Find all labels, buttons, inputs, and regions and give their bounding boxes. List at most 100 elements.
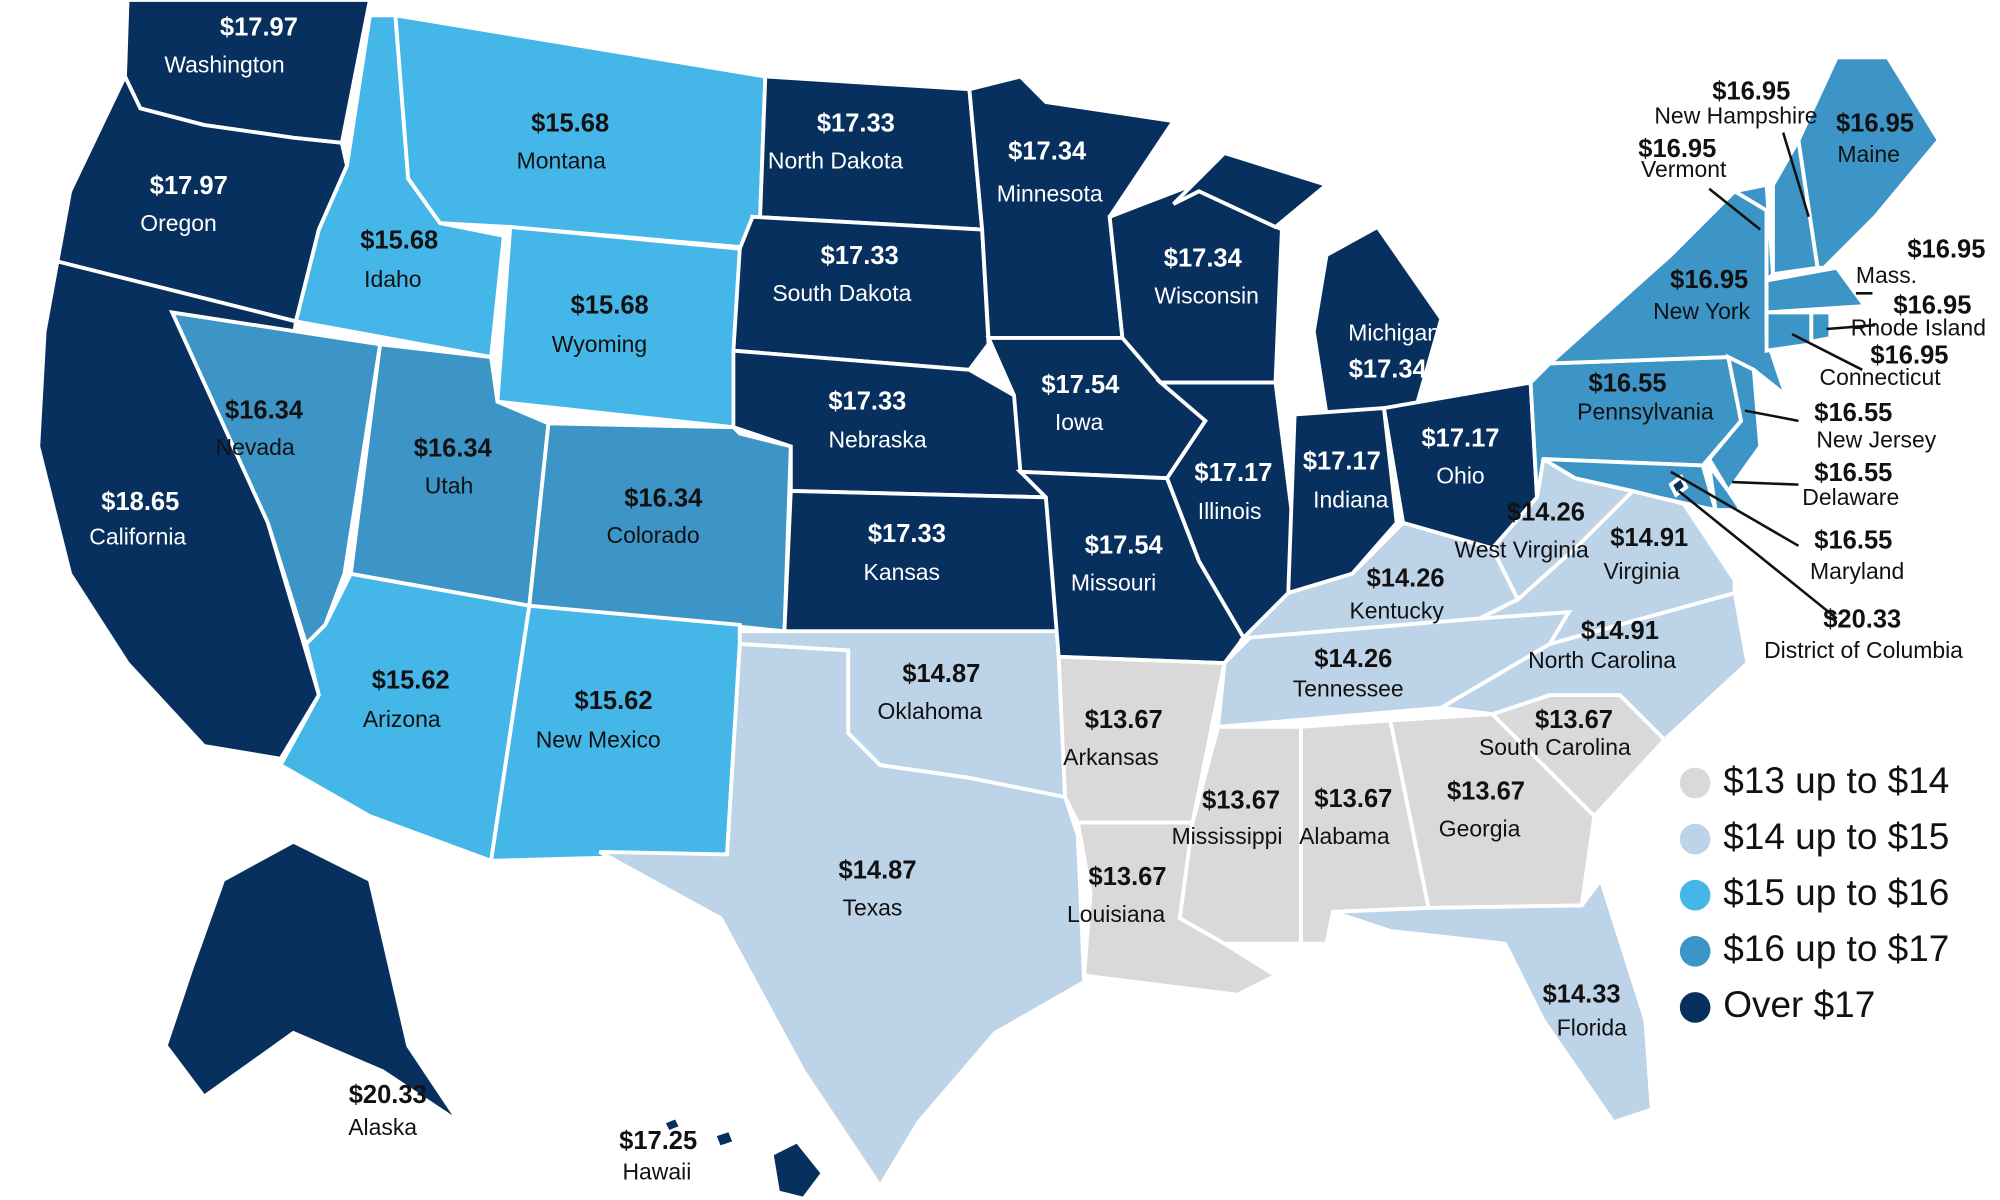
state-name: New Hampshire [1654,103,1817,129]
value-label: $17.17 [1303,447,1381,475]
value-label: $16.95 [1836,109,1914,137]
state-name: New Jersey [1816,427,1936,453]
value-label: $16.34 [225,396,304,424]
state-name: Tennessee [1293,675,1404,701]
value-label: $17.97 [150,172,228,200]
state-name: Idaho [364,266,421,292]
state-name: West Virginia [1455,536,1590,562]
legend-swatch [1679,879,1711,911]
legend: $13 up to $14 $14 up to $15 $15 up to $16 $… [1679,760,1949,1025]
value-label: $17.97 [220,14,298,42]
state-name: Rhode Island [1851,314,1986,340]
leader-line [1708,187,1762,231]
state-name: Indiana [1313,487,1389,513]
value-label: $14.91 [1581,617,1659,645]
legend-label: $14 up to $15 [1723,816,1949,857]
legend-label: $13 up to $14 [1723,760,1949,801]
state-name: Delaware [1802,484,1899,510]
value-label: $16.95 [1893,292,1971,320]
value-label: $17.33 [821,242,899,270]
value-label: $17.34 [1008,137,1087,165]
state-shape [1286,406,1399,596]
state-name: Washington [164,52,284,78]
value-label: $15.68 [571,292,649,320]
state-shape [660,1114,684,1135]
state-name: Minnesota [997,180,1103,206]
value-label: $13.67 [1202,787,1280,815]
value-label: $14.26 [1367,565,1445,593]
state-name: Georgia [1439,816,1521,842]
value-label: $14.26 [1314,645,1392,673]
state-name: South Carolina [1479,734,1631,760]
state-name: Mississippi [1172,823,1283,849]
value-label: $17.33 [828,387,906,415]
state-shape [1668,474,1689,498]
value-label: $13.67 [1085,706,1163,734]
state-name: North Dakota [768,147,903,173]
state-name: Mass. [1856,262,1917,288]
state-shape [163,839,461,1124]
value-label: $15.68 [360,227,438,255]
state-name: Florida [1557,1014,1627,1040]
state-shape [769,1138,826,1200]
value-label: $17.25 [619,1127,697,1155]
value-label: $16.55 [1814,399,1892,427]
value-label: $13.67 [1314,785,1392,813]
state-labels: $17.97 Washington $17.97 Oregon $18.65 Califo… [89,14,1986,1185]
state-shape [1764,265,1869,315]
state-name: Wisconsin [1154,283,1259,309]
value-label: $16.95 [1907,236,1985,264]
value-label: $16.55 [1589,370,1667,398]
leader-line [1677,489,1838,620]
value-label: $16.55 [1814,526,1892,554]
state-name: Kansas [864,559,941,585]
value-label: $17.34 [1164,245,1243,273]
state-name: New York [1653,298,1750,324]
state-name: Iowa [1055,409,1104,435]
leader-line [1791,332,1863,371]
state-name: Ohio [1436,462,1484,488]
states [36,0,1942,1200]
value-label: $17.33 [868,520,946,548]
state-shape [1387,712,1597,910]
state-shape [598,641,1087,1190]
leader-lines [1670,132,1876,620]
legend-label: $15 up to $16 [1723,872,1949,913]
state-name: Michigan [1348,319,1440,345]
value-label: $15.68 [531,109,609,137]
state-shape [1332,875,1654,1125]
legend-swatch [1679,992,1711,1023]
leader-line [1670,470,1800,547]
state-name: Pennsylvania [1577,399,1714,425]
state-shape [1809,310,1833,345]
state-name: Wyoming [552,331,647,357]
state-name: District of Columbia [1764,637,1963,663]
state-shape [711,1127,738,1151]
leader-line [1732,480,1799,486]
value-label: $16.95 [1712,77,1790,105]
value-label: $15.62 [575,687,653,715]
value-label: $13.67 [1447,778,1525,806]
state-name: Hawaii [622,1159,691,1185]
state-shape [495,224,742,430]
leader-line [1781,132,1810,218]
state-name: Arkansas [1063,744,1159,770]
state-name: Alaska [348,1114,417,1140]
state-name: Texas [842,895,902,921]
state-name: Colorado [607,522,700,548]
value-label: $16.95 [1870,341,1948,369]
value-label: $16.34 [414,435,493,463]
state-shape [1796,55,1942,270]
value-label: $14.91 [1610,524,1688,552]
state-shape [1172,150,1331,230]
state-name: Maryland [1810,558,1904,584]
leader-line [1744,409,1799,423]
legend-swatch [1679,936,1711,967]
state-name: Virginia [1604,558,1680,584]
value-label: $17.54 [1085,531,1164,559]
legend-label: Over $17 [1723,984,1875,1025]
value-label: $16.55 [1814,459,1892,487]
value-label: $14.33 [1543,980,1621,1008]
value-label: $13.67 [1535,706,1613,734]
